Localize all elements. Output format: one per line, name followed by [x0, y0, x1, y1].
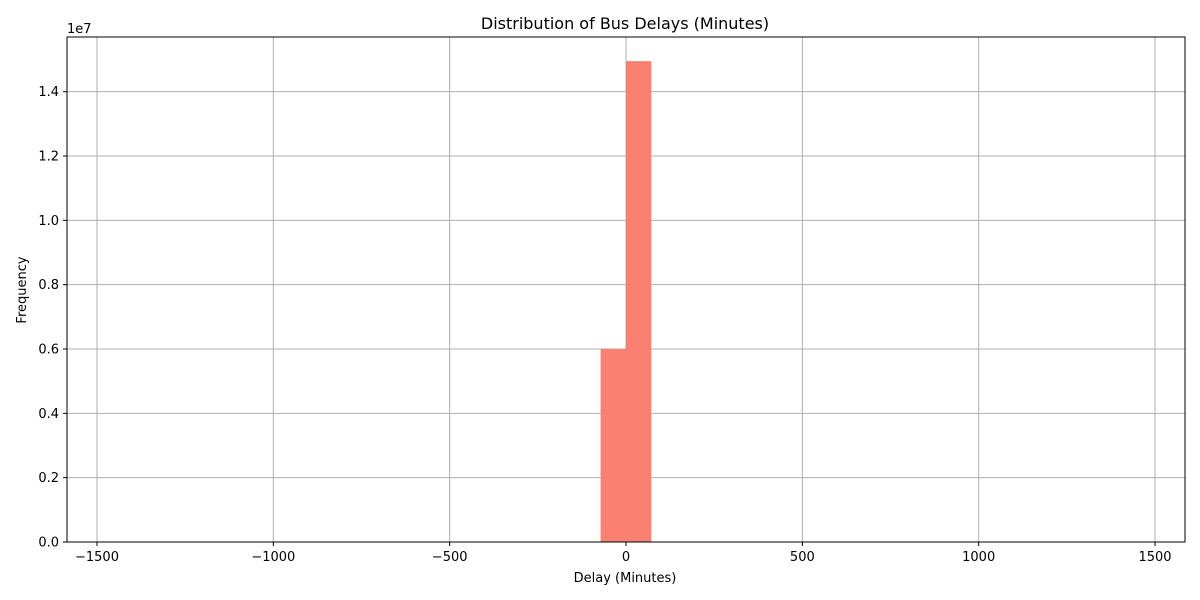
- x-tick-label: −1500: [75, 550, 119, 565]
- histogram-bars: [600, 61, 652, 542]
- x-axis-label: Delay (Minutes): [574, 571, 677, 586]
- x-tick-label: 0: [622, 550, 630, 565]
- x-tick-label: 500: [790, 550, 815, 565]
- x-tick-label: −500: [432, 550, 468, 565]
- histogram-bar: [600, 349, 626, 542]
- chart-title: Distribution of Bus Delays (Minutes): [481, 14, 769, 33]
- y-tick-label: 0.4: [38, 407, 59, 422]
- y-tick-label: 0.6: [38, 343, 59, 358]
- axis-ticks: −1500 −1000 −500 0 500 1000 1500 0.0 0.2 0.4 0.6 0.…: [38, 85, 1171, 565]
- y-tick-label: 0.2: [38, 471, 59, 486]
- y-axis-label: Frequency: [15, 256, 30, 323]
- x-tick-label: −1000: [251, 550, 295, 565]
- y-tick-label: 1.0: [38, 214, 59, 229]
- y-tick-label: 0.8: [38, 278, 59, 293]
- x-tick-label: 1000: [962, 550, 995, 565]
- y-tick-label: 0.0: [38, 536, 59, 551]
- y-tick-label: 1.2: [38, 150, 59, 165]
- y-axis-offset-label: 1e7: [67, 22, 92, 37]
- x-tick-label: 1500: [1138, 550, 1171, 565]
- histogram-bar: [626, 61, 652, 542]
- y-tick-label: 1.4: [38, 85, 59, 100]
